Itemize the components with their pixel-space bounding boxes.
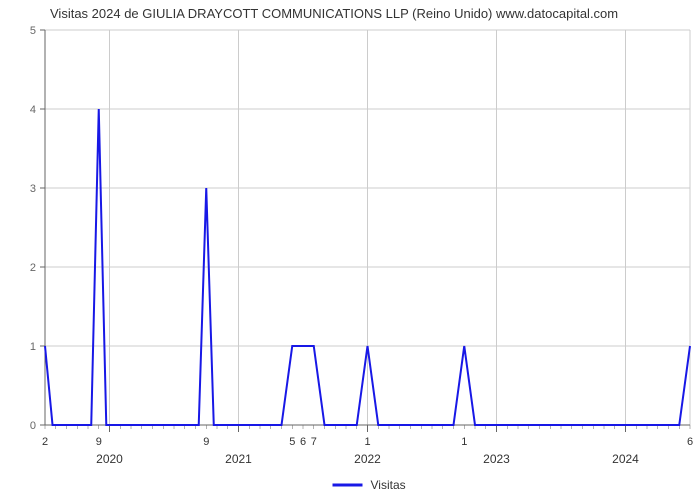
y-tick-label: 3 [30,183,36,195]
chart-container: Visitas 2024 de GIULIA DRAYCOTT COMMUNIC… [0,0,700,500]
y-tick-label: 1 [30,341,36,353]
data-point-label: 5 [289,436,295,448]
y-tick-label: 5 [30,25,36,37]
line-chart: Visitas 2024 de GIULIA DRAYCOTT COMMUNIC… [0,0,700,500]
y-tick-label: 0 [30,420,36,432]
x-tick-label: 2021 [225,452,252,466]
data-point-label: 2 [42,436,48,448]
data-point-label: 1 [364,436,370,448]
x-tick-label: 2022 [354,452,381,466]
legend-label: Visitas [371,478,406,492]
data-point-label: 7 [311,436,317,448]
chart-title: Visitas 2024 de GIULIA DRAYCOTT COMMUNIC… [50,6,618,21]
x-tick-label: 2020 [96,452,123,466]
grid [45,30,690,425]
data-point-label: 9 [203,436,209,448]
data-point-label: 9 [96,436,102,448]
data-point-label: 1 [461,436,467,448]
x-tick-label: 2024 [612,452,639,466]
x-tick-label: 2023 [483,452,510,466]
legend: Visitas [333,478,406,492]
point-labels: 299567116 [42,436,693,448]
y-tick-label: 2 [30,262,36,274]
data-point-label: 6 [300,436,306,448]
y-axis-ticks: 0 1 2 3 4 5 [30,25,45,432]
data-point-label: 6 [687,436,693,448]
y-tick-label: 4 [30,104,36,116]
